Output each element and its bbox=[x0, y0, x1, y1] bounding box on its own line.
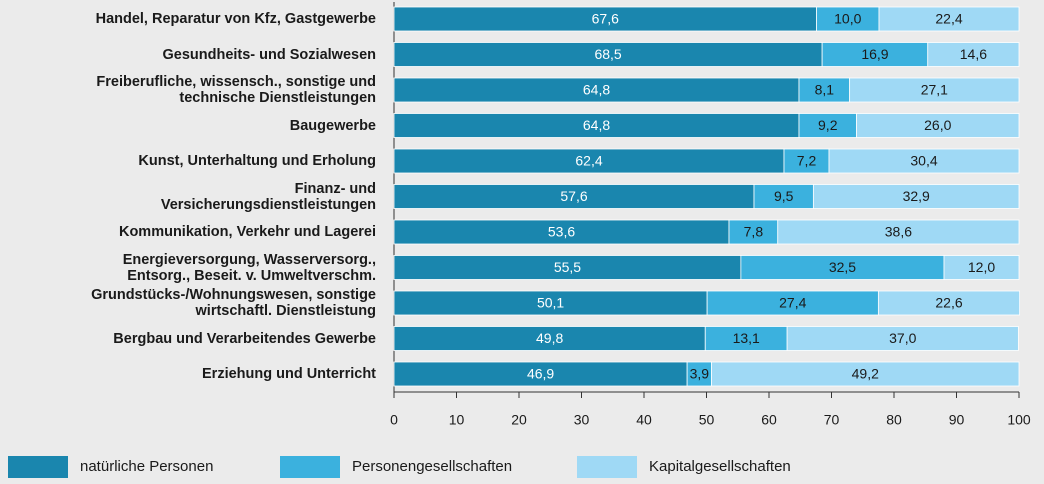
value-label: 30,4 bbox=[910, 153, 937, 169]
value-label: 16,9 bbox=[861, 46, 888, 62]
x-tick-label: 0 bbox=[390, 412, 398, 428]
bar-segment bbox=[943, 255, 1020, 280]
legend-label: natürliche Personen bbox=[80, 458, 214, 475]
value-label: 9,2 bbox=[818, 117, 838, 133]
x-tick-label: 30 bbox=[574, 412, 590, 428]
bar-segment bbox=[393, 184, 755, 209]
bar-segment bbox=[393, 148, 785, 174]
legend-swatch bbox=[8, 456, 68, 478]
bar-segment bbox=[878, 6, 1020, 32]
value-label: 50,1 bbox=[537, 295, 564, 311]
value-label: 9,5 bbox=[774, 188, 794, 204]
x-tick-label: 70 bbox=[824, 412, 840, 428]
x-tick-label: 40 bbox=[636, 412, 652, 428]
bar-segment bbox=[877, 290, 1021, 316]
category-label: Energieversorgung, Wasserversorg., Entso… bbox=[122, 251, 376, 284]
value-label: 64,8 bbox=[583, 117, 610, 133]
value-label: 64,8 bbox=[583, 82, 610, 98]
value-label: 27,4 bbox=[779, 295, 806, 311]
value-label: 13,1 bbox=[733, 330, 760, 346]
value-label: 62,4 bbox=[575, 153, 602, 169]
value-label: 7,8 bbox=[744, 224, 764, 240]
value-label: 67,6 bbox=[592, 11, 619, 27]
category-label: Erziehung und Unterricht bbox=[202, 366, 376, 382]
bar-segment bbox=[393, 255, 742, 280]
bar-segment bbox=[393, 290, 708, 316]
x-tick-label: 100 bbox=[1007, 412, 1031, 428]
bar-segment bbox=[849, 77, 1020, 103]
bar-segment bbox=[393, 77, 800, 103]
bar-segment bbox=[816, 6, 880, 32]
value-label: 57,6 bbox=[560, 188, 587, 204]
value-label: 32,9 bbox=[903, 188, 930, 204]
bar-segment bbox=[393, 326, 706, 351]
x-tick-label: 60 bbox=[761, 412, 777, 428]
legend-swatch bbox=[577, 456, 637, 478]
bar-segment bbox=[812, 184, 1020, 209]
value-label: 32,5 bbox=[829, 259, 856, 275]
value-label: 26,0 bbox=[924, 117, 951, 133]
x-tick-label: 20 bbox=[511, 412, 527, 428]
bar-segment bbox=[927, 42, 1020, 67]
legend-label: Personengesellschaften bbox=[352, 458, 513, 475]
category-label: Freiberufliche, wissensch., sonstige und… bbox=[96, 74, 376, 106]
value-label: 7,2 bbox=[797, 153, 817, 169]
bar-segment bbox=[393, 361, 688, 387]
legend-swatch bbox=[280, 456, 340, 478]
bar-segment bbox=[821, 42, 929, 67]
value-label: 55,5 bbox=[554, 259, 581, 275]
value-label: 22,4 bbox=[935, 11, 962, 27]
value-label: 68,5 bbox=[594, 46, 621, 62]
bar-segment bbox=[828, 148, 1020, 174]
bar-segment bbox=[786, 326, 1019, 351]
bar-segment bbox=[686, 361, 712, 387]
bar-segment bbox=[711, 361, 1020, 387]
bar-segment bbox=[856, 113, 1020, 138]
value-label: 22,6 bbox=[935, 295, 962, 311]
category-label: Handel, Reparatur von Kfz, Gastgewerbe bbox=[95, 11, 376, 27]
value-label: 53,6 bbox=[548, 224, 575, 240]
category-label: Bergbau und Verarbeitendes Gewerbe bbox=[113, 330, 376, 347]
category-label: Kunst, Unterhaltung und Erholung bbox=[138, 153, 376, 169]
value-label: 14,6 bbox=[960, 46, 987, 62]
category-label: Grundstücks-/Wohnungswesen, sonstige wir… bbox=[91, 287, 376, 319]
bar-segment bbox=[798, 113, 857, 138]
x-tick-label: 90 bbox=[949, 412, 965, 428]
category-label: Kommunikation, Verkehr und Lagerei bbox=[118, 224, 376, 240]
bar-segment bbox=[783, 148, 830, 174]
value-label: 8,1 bbox=[815, 82, 835, 98]
category-label: Baugewerbe bbox=[289, 117, 376, 134]
value-label: 49,2 bbox=[852, 366, 879, 382]
bar-segment bbox=[393, 42, 823, 67]
value-label: 38,6 bbox=[885, 224, 912, 240]
x-tick-label: 50 bbox=[699, 412, 715, 428]
bar-segment bbox=[706, 290, 879, 316]
category-label: Finanz- und Versicherungsdienstleistunge… bbox=[160, 180, 376, 213]
x-tick-label: 80 bbox=[886, 412, 902, 428]
value-label: 3,9 bbox=[690, 366, 710, 382]
value-label: 12,0 bbox=[968, 259, 995, 275]
legend-label: Kapitalgesellschaften bbox=[649, 458, 791, 475]
value-label: 27,1 bbox=[921, 82, 948, 98]
value-label: 46,9 bbox=[527, 366, 554, 382]
bar-segment bbox=[777, 219, 1020, 245]
value-label: 37,0 bbox=[889, 330, 916, 346]
category-label: Gesundheits- und Sozialwesen bbox=[162, 46, 376, 63]
value-label: 49,8 bbox=[536, 330, 563, 346]
bar-segment bbox=[753, 184, 814, 209]
value-label: 10,0 bbox=[834, 11, 861, 27]
bar-segment bbox=[393, 113, 800, 138]
x-tick-label: 10 bbox=[449, 412, 465, 428]
bar-segment bbox=[728, 219, 779, 245]
bar-segment bbox=[393, 219, 730, 245]
